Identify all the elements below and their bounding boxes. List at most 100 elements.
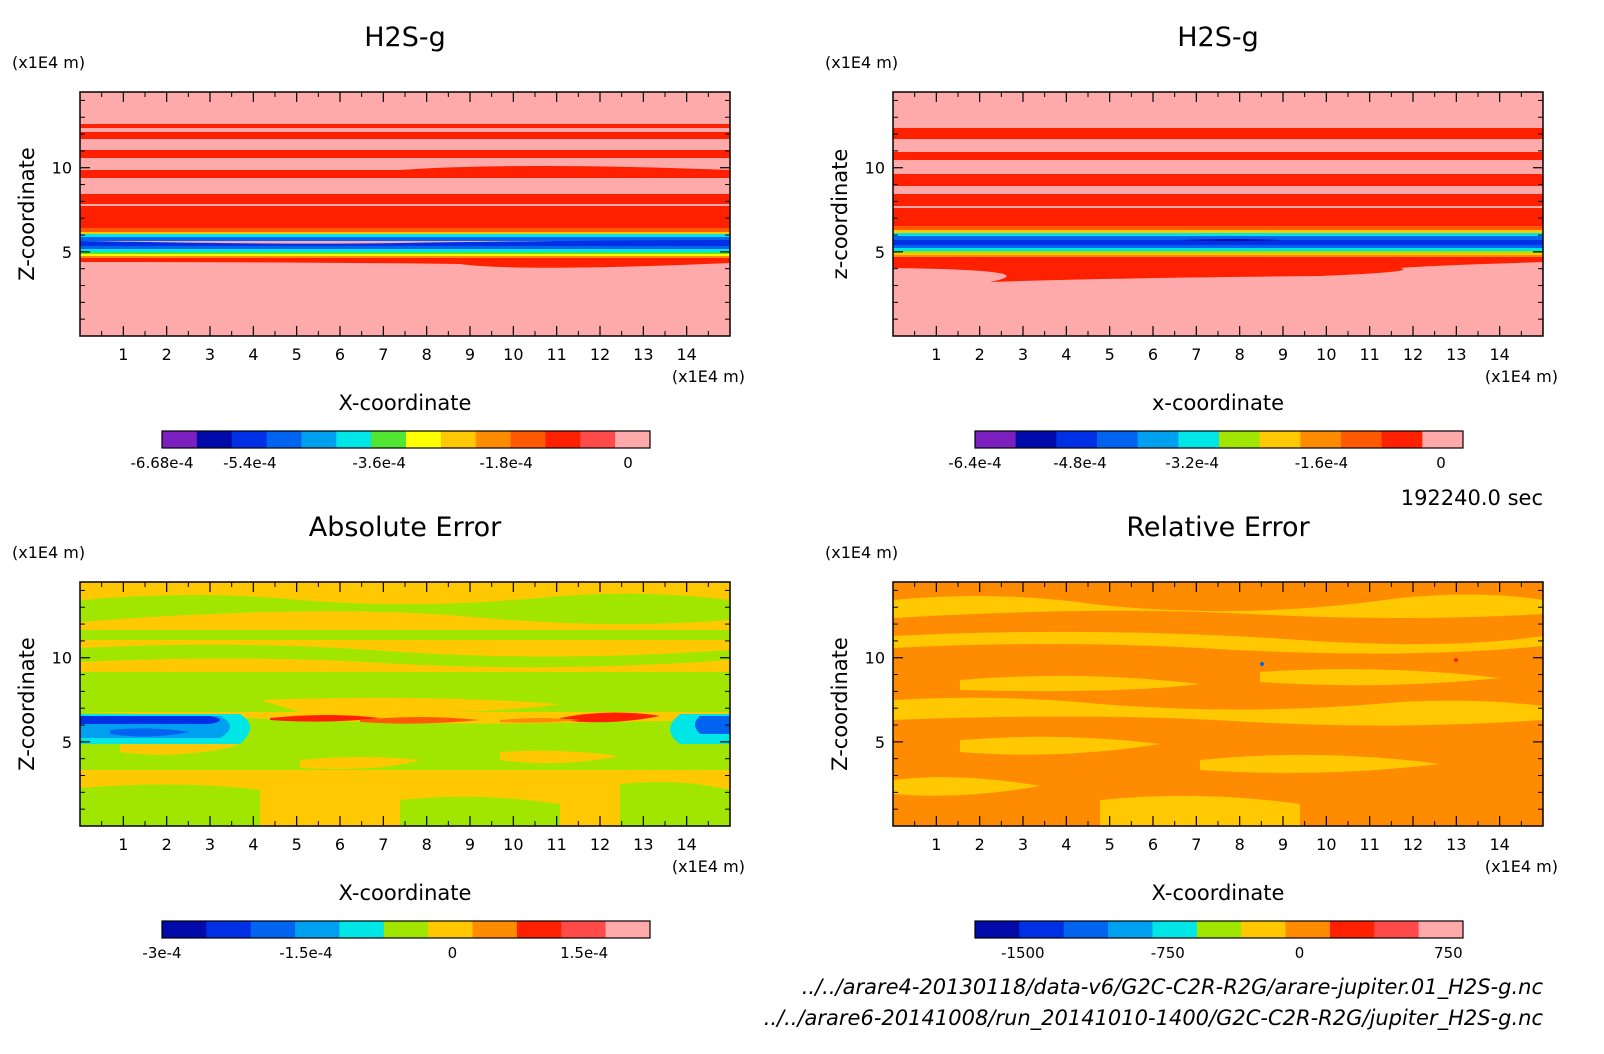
colorbar-swatch [383,921,429,938]
y-axis-label: z-coordinate [828,149,852,280]
colorbar-swatch [605,921,651,938]
y-tick-label: 10 [52,159,72,178]
colorbar-swatch [250,921,296,938]
colorbar-swatch [428,921,474,938]
colorbar-swatch [1329,921,1375,938]
colorbar-tick-label: 0 [623,454,633,472]
colorbar-swatch [975,921,1020,938]
colorbar-swatch [206,921,252,938]
colorbar-swatch [1341,431,1383,448]
x-tick-label: 14 [676,345,696,364]
colorbar-swatch [339,921,385,938]
y-tick-label: 5 [62,733,72,752]
x-tick-label: 13 [633,835,653,854]
colorbar-tick-label: -4.8e-4 [1053,454,1106,472]
y-axis-label: Z-coordinate [828,637,852,771]
colorbar-tick-label: -5.4e-4 [223,454,276,472]
colorbar-swatch [1108,921,1153,938]
x-tick-label: 7 [378,835,388,854]
x-axis-label: x-coordinate [1152,391,1284,415]
colorbar-tick-label: -750 [1151,944,1185,962]
x-tick-label: 4 [248,835,258,854]
colorbar-tick-label: -1.5e-4 [279,944,332,962]
colorbar-swatch [231,431,268,448]
colorbar-swatch [975,431,1017,448]
x-tick-label: 8 [422,835,432,854]
colorbar-swatch [1422,431,1464,448]
y-unit-label: (x1E4 m) [12,53,85,72]
x-tick-label: 5 [292,345,302,364]
colorbar-swatch [1178,431,1220,448]
x-tick-label: 9 [1278,345,1288,364]
x-tick-label: 10 [1316,345,1336,364]
colorbar-swatch [510,431,546,448]
x-tick-label: 1 [931,345,941,364]
colorbar-swatch [336,431,372,448]
panel-3: Absolute Error(x1E4 m)1 2 3 4 5 6 7 8 9 10 11 12 13 1… [12,512,745,962]
x-tick-label: 6 [1148,835,1158,854]
colorbar-swatch [162,921,207,938]
x-tick-label: 12 [1403,345,1423,364]
x-tick-label: 5 [1105,835,1115,854]
colorbar-tick-label: -3.2e-4 [1165,454,1218,472]
colorbar-swatch [516,921,562,938]
x-tick-label: 4 [248,345,258,364]
x-tick-label: 11 [546,345,566,364]
x-tick-label: 1 [118,345,128,364]
y-tick-label: 10 [865,649,885,668]
colorbar-swatch [266,431,302,448]
file-path-1: ../../arare4-20130118/data-v6/G2C-C2R-R2… [802,975,1544,1000]
colorbar-swatch [1381,431,1423,448]
colorbar-swatch [162,431,198,448]
x-tick-label: 6 [335,835,345,854]
x-tick-label: 13 [633,345,653,364]
x-tick-label: 13 [1446,835,1466,854]
colorbar-swatch [1152,921,1198,938]
chart-overlays: H2S-g(x1E4 m)1 2 3 4 5 6 7 8 9 10 11 12 13 14510(x1E4… [12,22,1558,1031]
x-tick-label: 8 [1235,345,1245,364]
x-tick-label: 3 [1018,835,1028,854]
colorbar-tick-label: 0 [448,944,458,962]
x-tick-label: 2 [975,835,985,854]
colorbar-swatch [561,921,607,938]
y-axis-label: Z-coordinate [15,147,39,281]
panel-title: H2S-g [1177,22,1259,53]
panel-1: H2S-g(x1E4 m)1 2 3 4 5 6 7 8 9 10 11 12 13 14510(x1E4… [12,22,745,472]
x-tick-label: 1 [118,835,128,854]
colorbar-swatch [1259,431,1301,448]
colorbar-frame [974,430,1464,449]
x-tick-label: 3 [205,345,215,364]
x-tick-label: 14 [676,835,696,854]
colorbar-swatch [1300,431,1342,448]
y-unit-label: (x1E4 m) [12,543,85,562]
time-label: 192240.0 sec [1401,486,1543,510]
x-tick-label: 5 [292,835,302,854]
colorbar-swatch [196,431,233,448]
colorbar-swatch [1056,431,1098,448]
x-tick-label: 9 [465,345,475,364]
colorbar-tick-label: 1.5e-4 [560,944,608,962]
y-unit-label: (x1E4 m) [825,53,898,72]
colorbar-tick-label: -6.4e-4 [948,454,1001,472]
colorbar: -6.4e-4 -4.8e-4 -3.2e-4 -1.6e-4 0 [948,430,1464,472]
x-tick-label: 8 [422,345,432,364]
colorbar: -6.68e-4 -5.4e-4 -3.6e-4 -1.8e-4 0 [131,430,651,472]
colorbar-swatch [440,431,477,448]
x-tick-label: 2 [975,345,985,364]
colorbar-swatch [1097,431,1139,448]
x-tick-label: 10 [503,345,523,364]
colorbar-tick-label: -1.8e-4 [479,454,532,472]
colorbar-swatch [1418,921,1464,938]
colorbar-tick-label: -3e-4 [142,944,181,962]
colorbar-frame [161,430,651,449]
panel-4: Relative Error(x1E4 m)1 2 3 4 5 6 7 8 9 10 11 12 13 1… [825,512,1558,962]
colorbar-swatch [406,431,442,448]
colorbar-swatch [545,431,581,448]
x-tick-label: 11 [1359,835,1379,854]
x-tick-label: 6 [335,345,345,364]
colorbar-swatch [1137,431,1179,448]
colorbar-swatch [1241,921,1287,938]
x-tick-label: 11 [546,835,566,854]
colorbar-swatch [1015,431,1057,448]
colorbar-tick-label: 0 [1436,454,1446,472]
